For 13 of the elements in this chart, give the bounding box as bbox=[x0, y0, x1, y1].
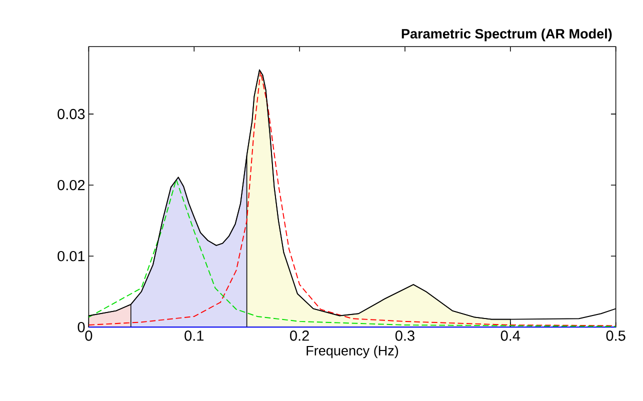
line-series bbox=[88, 178, 616, 327]
y-tick-label: 0.01 bbox=[58, 251, 85, 262]
y-tick-label: 0.03 bbox=[58, 108, 85, 120]
x-tick-label: 0.4 bbox=[500, 330, 520, 341]
y-tick-label: 0 bbox=[78, 322, 85, 332]
chart-title: Parametric Spectrum (AR Model) bbox=[402, 28, 612, 42]
y-tick-label: 0.02 bbox=[58, 180, 85, 190]
x-tick-label: 0.1 bbox=[184, 330, 204, 341]
x-tick-label: 0.5 bbox=[606, 330, 626, 341]
x-tick-label: 0 bbox=[85, 330, 92, 341]
x-tick-label: 0.2 bbox=[290, 330, 309, 341]
x-axis-title: Frequency (Hz) bbox=[306, 346, 398, 358]
x-tick-label: 0.3 bbox=[395, 330, 414, 341]
